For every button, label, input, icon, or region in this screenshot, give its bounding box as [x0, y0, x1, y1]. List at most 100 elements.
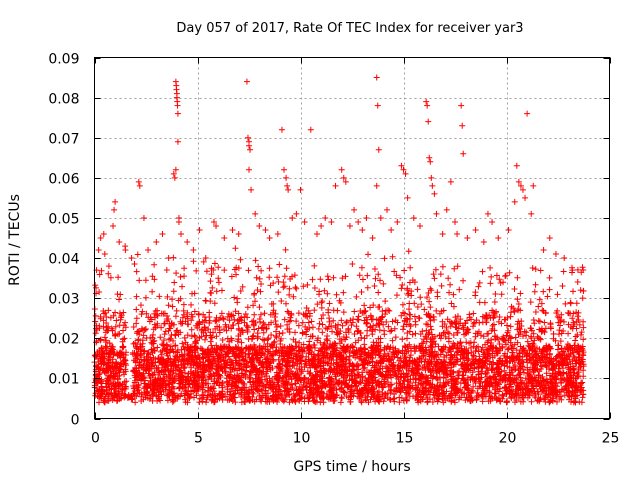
scatter-noise-point	[340, 289, 347, 296]
scatter-noise-point	[303, 380, 310, 387]
scatter-noise-point	[415, 381, 422, 388]
scatter-noise-point	[456, 286, 463, 293]
scatter-noise-point	[108, 345, 115, 352]
scatter-noise-point	[215, 264, 222, 271]
scatter-noise-point	[458, 345, 465, 352]
scatter-noise-point	[207, 278, 214, 285]
scatter-noise-point	[486, 358, 493, 365]
scatter-noise-point	[147, 334, 154, 341]
scatter-noise-point	[342, 360, 349, 367]
scatter-noise-point	[316, 291, 323, 298]
scatter-noise-point	[504, 346, 511, 353]
scatter-noise-point	[426, 329, 433, 336]
scatter-noise-point	[401, 361, 408, 368]
scatter-noise-point	[296, 396, 303, 403]
scatter-noise-point	[221, 267, 228, 274]
scatter-noise-point	[372, 377, 379, 384]
scatter-noise-point	[239, 366, 246, 373]
scatter-noise-point	[558, 396, 565, 403]
scatter-noise-point	[92, 312, 99, 319]
scatter-noise-point	[337, 340, 344, 347]
scatter-noise-point	[483, 319, 490, 326]
scatter-noise-point	[467, 344, 474, 351]
scatter-noise-point	[543, 370, 550, 377]
scatter-noise-point	[500, 352, 507, 359]
scatter-noise-point	[300, 283, 307, 290]
scatter-noise-point	[418, 301, 425, 308]
scatter-noise-point	[275, 363, 282, 370]
scatter-noise-point	[358, 288, 365, 295]
scatter-noise-point	[428, 326, 435, 333]
scatter-noise-point	[146, 367, 153, 374]
scatter-noise-point	[122, 319, 129, 326]
scatter-noise-point	[212, 325, 219, 332]
scatter-noise-point	[304, 326, 311, 333]
scatter-noise-point	[131, 368, 138, 375]
scatter-noise-point	[279, 357, 286, 364]
scatter-noise-point	[546, 274, 553, 281]
scatter-noise-point	[149, 288, 156, 295]
scatter-noise-point	[105, 351, 112, 358]
scatter-noise-point	[526, 372, 533, 379]
scatter-noise-point	[213, 349, 220, 356]
scatter-noise-point	[288, 355, 295, 362]
scatter-noise-point	[450, 332, 457, 339]
scatter-noise-point	[494, 360, 501, 367]
scatter-noise-point	[168, 320, 175, 327]
scatter-noise-point	[286, 391, 293, 398]
scatter-noise-point	[293, 343, 300, 350]
scatter-noise-point	[566, 342, 573, 349]
scatter-noise-point	[307, 369, 314, 376]
scatter-noise-point	[179, 314, 186, 321]
scatter-noise-point	[551, 364, 558, 371]
scatter-noise-point	[336, 386, 343, 393]
scatter-noise-point	[539, 373, 546, 380]
scatter-noise-point	[202, 317, 209, 324]
scatter-noise-point	[515, 359, 522, 366]
scatter-noise-point	[505, 375, 512, 382]
scatter-noise-point	[506, 358, 513, 365]
scatter-noise-point	[299, 329, 306, 336]
scatter-noise-point	[349, 261, 356, 268]
scatter-noise-point	[430, 363, 437, 370]
scatter-noise-point	[301, 374, 308, 381]
scatter-noise-point	[319, 377, 326, 384]
scatter-noise-point	[471, 365, 478, 372]
scatter-noise-point	[143, 310, 150, 317]
scatter-noise-point	[257, 311, 264, 318]
scatter-noise-point	[203, 399, 210, 406]
scatter-noise-point	[136, 331, 143, 338]
scatter-noise-point	[213, 333, 220, 340]
scatter-noise-point	[502, 272, 509, 279]
scatter-noise-point	[170, 288, 177, 295]
scatter-noise-point	[104, 359, 111, 366]
scatter-noise-point	[463, 384, 470, 391]
scatter-noise-point	[264, 396, 271, 403]
scatter-noise-point	[293, 365, 300, 372]
scatter-noise-point	[154, 344, 161, 351]
scatter-noise-point	[464, 374, 471, 381]
scatter-noise-point	[505, 327, 512, 334]
scatter-noise-point	[310, 393, 317, 400]
scatter-noise-point	[359, 373, 366, 380]
scatter-noise-point	[506, 381, 513, 388]
scatter-noise-point	[559, 361, 566, 368]
scatter-noise-point	[211, 378, 218, 385]
scatter-noise-point	[169, 383, 176, 390]
scatter-noise-point	[288, 381, 295, 388]
scatter-noise-point	[306, 395, 313, 402]
scatter-noise-point	[201, 324, 208, 331]
scatter-noise-point	[478, 370, 485, 377]
scatter-noise-point	[406, 306, 413, 313]
scatter-noise-point	[218, 344, 225, 351]
scatter-noise-point	[226, 377, 233, 384]
scatter-noise-point	[371, 265, 378, 272]
scatter-noise-point	[319, 321, 326, 328]
scatter-noise-point	[553, 398, 560, 405]
scatter-noise-point	[393, 292, 400, 299]
scatter-noise-point	[536, 368, 543, 375]
scatter-noise-point	[121, 391, 128, 398]
scatter-noise-point	[276, 361, 283, 368]
scatter-noise-point	[244, 323, 251, 330]
scatter-noise-point	[348, 376, 355, 383]
